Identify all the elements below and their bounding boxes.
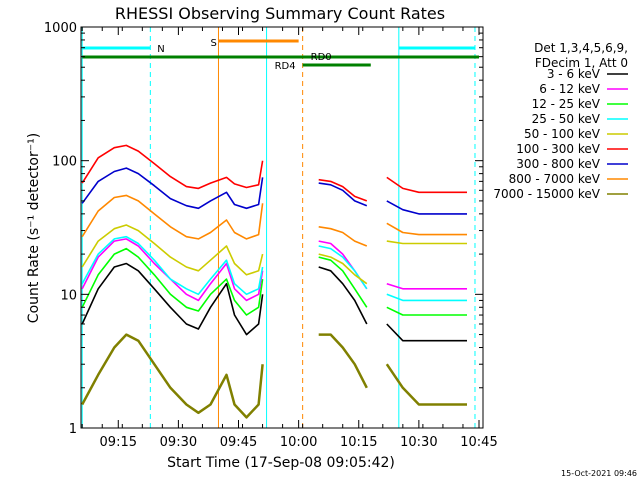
x-tick-label: 09:15 bbox=[100, 435, 137, 450]
annotation-label-rd4: RD4 bbox=[275, 61, 296, 72]
legend-entry-label: 25 - 50 keV bbox=[532, 112, 601, 126]
series-line-4 bbox=[81, 224, 467, 285]
chart-title: RHESSI Observing Summary Count Rates bbox=[115, 4, 445, 23]
series-line-6 bbox=[81, 167, 467, 215]
series-line-0 bbox=[81, 262, 467, 342]
x-tick-label: 09:30 bbox=[160, 435, 197, 450]
x-tick-label: 10:45 bbox=[460, 435, 497, 450]
legend-entry-label: 300 - 800 keV bbox=[516, 157, 600, 171]
y-axis-label: Count Rate (s⁻¹ detector⁻¹) bbox=[26, 133, 42, 323]
legend-entry-label: 6 - 12 keV bbox=[539, 82, 601, 96]
y-tick-label: 1000 bbox=[44, 21, 77, 36]
series-line-7 bbox=[81, 194, 467, 247]
legend-entry-label: 50 - 100 keV bbox=[524, 127, 601, 141]
y-tick-label: 10 bbox=[60, 288, 77, 303]
series-line-2 bbox=[81, 247, 467, 316]
y-tick-label: 100 bbox=[52, 155, 77, 170]
annotation-label-rd0: RD0 bbox=[311, 52, 332, 63]
series-line-5 bbox=[81, 144, 467, 202]
x-tick-label: 10:00 bbox=[280, 435, 317, 450]
x-axis-label: Start Time (17-Sep-08 09:05:42) bbox=[167, 455, 395, 471]
x-tick-label: 10:30 bbox=[400, 435, 437, 450]
legend-entry-label: 12 - 25 keV bbox=[532, 97, 601, 111]
legend-entry-label: 3 - 6 keV bbox=[547, 67, 601, 81]
x-tick-label: 09:45 bbox=[220, 435, 257, 450]
x-tick-label: 10:15 bbox=[340, 435, 377, 450]
plot-frame-border bbox=[80, 26, 484, 429]
legend-header: FDecim 1, Att 0 bbox=[535, 56, 628, 70]
legend-entry-label: 800 - 7000 keV bbox=[509, 172, 601, 186]
y-tick-label: 1 bbox=[69, 422, 77, 437]
legend-entry-label: 100 - 300 keV bbox=[516, 142, 600, 156]
series-line-8 bbox=[81, 333, 467, 419]
legend-header: Det 1,3,4,5,6,9, bbox=[534, 41, 628, 55]
annotation-label-n: N bbox=[157, 44, 164, 55]
legend-entry-label: 7000 - 15000 keV bbox=[493, 187, 600, 201]
annotation-label-s: S bbox=[210, 38, 216, 49]
generation-timestamp: 15-Oct-2021 09:46 bbox=[561, 469, 637, 478]
